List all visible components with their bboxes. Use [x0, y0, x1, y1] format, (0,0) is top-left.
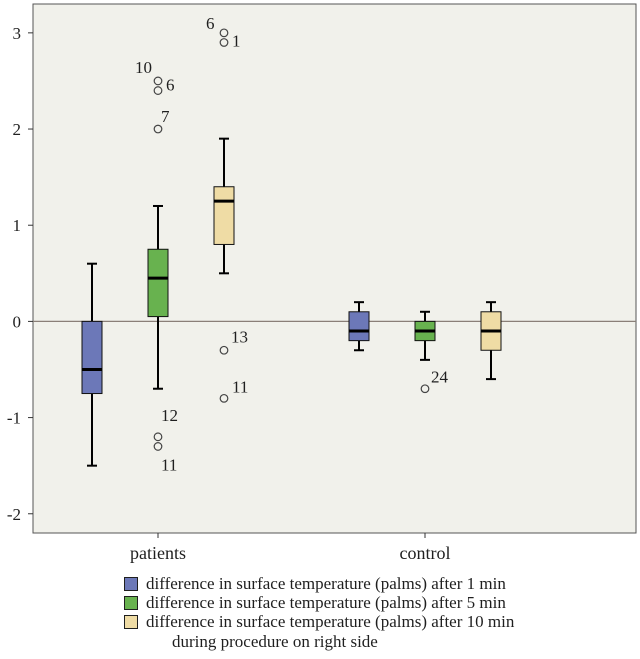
outlier-point: [219, 28, 229, 38]
legend-swatch-2: [124, 595, 138, 610]
legend-footer: during procedure on right side: [172, 632, 378, 651]
outlier-point: [153, 86, 163, 95]
x-category-label: control: [400, 543, 451, 563]
outlier-label: 6: [206, 14, 215, 33]
outlier-point: [153, 442, 163, 451]
y-tick-label: -1: [7, 409, 21, 428]
plot-area: [32, 3, 637, 534]
legend-label-1: difference in surface temperature (palms…: [146, 574, 506, 593]
legend-swatch-1: [124, 576, 138, 591]
legend-swatch-3: [124, 614, 138, 629]
box-3-patients: [213, 186, 235, 245]
outlier-label: 1: [232, 31, 241, 50]
legend-label-3: difference in surface temperature (palms…: [146, 612, 515, 631]
y-tick-label: 2: [13, 120, 22, 139]
outlier-point: [153, 76, 163, 86]
outlier-label: 10: [135, 58, 152, 77]
box-2-patients: [147, 248, 169, 318]
outlier-point: [153, 124, 163, 134]
outlier-label: 7: [161, 107, 170, 126]
box-1-patients: [81, 320, 103, 395]
outlier-label: 13: [231, 327, 248, 346]
legend: difference in surface temperature (palms…: [124, 574, 640, 652]
outlier-point: [153, 432, 163, 442]
y-tick-label: 1: [13, 216, 22, 235]
outlier-label: 11: [232, 377, 248, 396]
outlier-point: [219, 38, 229, 47]
box-1-control: [348, 311, 370, 342]
legend-label-2: difference in surface temperature (palms…: [146, 593, 506, 612]
outlier-point: [219, 345, 229, 355]
outlier-label: 24: [431, 368, 449, 387]
legend-item-2: difference in surface temperature (palms…: [124, 593, 640, 612]
legend-item-3: difference in surface temperature (palms…: [124, 612, 640, 631]
outlier-label: 11: [161, 455, 177, 474]
outlier-point: [219, 393, 229, 403]
y-tick-label: -2: [7, 505, 21, 524]
x-category-label: patients: [130, 543, 186, 563]
legend-item-1: difference in surface temperature (palms…: [124, 574, 640, 593]
y-tick-label: 3: [13, 24, 22, 43]
outlier-point: [420, 384, 430, 394]
y-tick-label: 0: [13, 312, 22, 331]
outlier-label: 6: [166, 76, 175, 95]
outlier-label: 12: [161, 406, 178, 425]
